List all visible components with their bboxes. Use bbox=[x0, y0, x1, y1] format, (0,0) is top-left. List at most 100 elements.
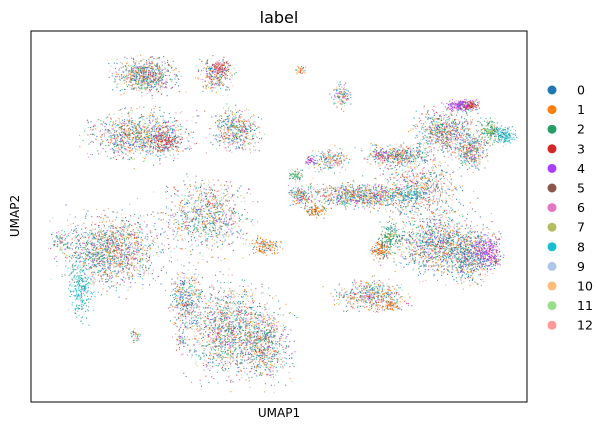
scatter-point bbox=[242, 121, 244, 123]
scatter-point bbox=[218, 78, 220, 80]
scatter-point bbox=[78, 277, 80, 279]
scatter-point bbox=[244, 201, 246, 203]
scatter-point bbox=[175, 127, 177, 129]
scatter-point bbox=[111, 243, 113, 245]
scatter-point bbox=[130, 238, 132, 240]
scatter-point bbox=[139, 127, 141, 129]
scatter-point bbox=[171, 140, 173, 142]
scatter-point bbox=[113, 233, 115, 235]
scatter-point bbox=[245, 122, 247, 124]
scatter-point bbox=[75, 235, 77, 237]
scatter-point bbox=[134, 236, 136, 238]
scatter-point bbox=[128, 250, 130, 252]
scatter-point bbox=[143, 137, 145, 139]
scatter-point bbox=[206, 73, 208, 75]
scatter-point bbox=[95, 247, 97, 249]
scatter-point bbox=[131, 132, 133, 134]
scatter-point bbox=[126, 237, 128, 239]
scatter-point bbox=[132, 127, 134, 129]
scatter-point bbox=[126, 149, 128, 151]
scatter-point bbox=[87, 285, 89, 287]
scatter-point bbox=[108, 144, 110, 146]
scatter-point bbox=[158, 139, 160, 141]
scatter-point bbox=[254, 129, 256, 131]
scatter-point bbox=[108, 253, 110, 255]
scatter-point bbox=[220, 76, 222, 78]
scatter-point bbox=[118, 117, 120, 119]
scatter-point bbox=[222, 71, 224, 73]
scatter-point bbox=[149, 232, 151, 234]
scatter-point bbox=[162, 149, 164, 151]
scatter-point bbox=[127, 251, 129, 253]
scatter-point bbox=[131, 117, 133, 119]
scatter-point bbox=[132, 79, 134, 81]
scatter-point bbox=[119, 248, 121, 250]
scatter-point bbox=[121, 252, 123, 254]
scatter-point bbox=[217, 68, 219, 70]
scatter-point bbox=[88, 239, 90, 241]
scatter-point bbox=[231, 85, 233, 87]
scatter-point bbox=[209, 69, 211, 71]
scatter-point bbox=[251, 129, 253, 131]
scatter-point bbox=[146, 131, 148, 133]
scatter-point bbox=[123, 234, 125, 236]
scatter-point bbox=[123, 257, 125, 259]
scatter-point bbox=[132, 139, 134, 141]
scatter-point bbox=[138, 146, 140, 148]
scatter-point bbox=[159, 135, 161, 137]
scatter-point bbox=[124, 256, 126, 258]
scatter-point bbox=[129, 144, 131, 146]
scatter-point bbox=[174, 78, 176, 80]
scatter-point bbox=[227, 68, 229, 70]
scatter-point bbox=[171, 127, 173, 129]
scatter-point bbox=[249, 148, 251, 150]
scatter-point bbox=[174, 213, 176, 215]
scatter-point bbox=[243, 140, 245, 142]
scatter-point bbox=[207, 222, 209, 224]
scatter-point bbox=[156, 72, 158, 74]
scatter-point bbox=[231, 140, 233, 142]
scatter-point bbox=[200, 70, 202, 72]
scatter-point bbox=[239, 130, 241, 132]
scatter-point bbox=[131, 129, 133, 131]
scatter-point bbox=[237, 126, 239, 128]
scatter-point bbox=[173, 143, 175, 145]
scatter-point bbox=[121, 89, 123, 91]
scatter-point bbox=[162, 248, 164, 250]
scatter-point bbox=[81, 286, 83, 288]
scatter-point bbox=[194, 215, 196, 217]
scatter-point bbox=[224, 67, 226, 69]
scatter-point bbox=[147, 81, 149, 83]
scatter-point bbox=[105, 132, 107, 134]
scatter-point bbox=[135, 76, 137, 78]
scatter-point bbox=[118, 69, 120, 71]
scatter-point bbox=[123, 225, 125, 227]
scatter-point bbox=[118, 78, 120, 80]
scatter-point bbox=[109, 143, 111, 145]
scatter-point bbox=[223, 74, 225, 76]
scatter-point bbox=[140, 80, 142, 82]
scatter-point bbox=[134, 244, 136, 246]
scatter-point bbox=[139, 273, 141, 275]
scatter-point bbox=[214, 76, 216, 78]
scatter-point bbox=[108, 145, 110, 147]
scatter-point bbox=[156, 84, 158, 86]
scatter-point bbox=[210, 58, 212, 60]
scatter-point bbox=[80, 292, 82, 294]
scatter-point bbox=[159, 147, 161, 149]
scatter-point bbox=[188, 132, 190, 134]
scatter-point bbox=[113, 248, 115, 250]
scatter-point bbox=[92, 255, 94, 257]
scatter-point bbox=[222, 137, 224, 139]
scatter-point bbox=[170, 135, 172, 137]
scatter-point bbox=[84, 294, 86, 296]
scatter-point bbox=[149, 56, 151, 58]
scatter-point bbox=[155, 136, 157, 138]
scatter-point bbox=[126, 135, 128, 137]
scatter-point bbox=[119, 260, 121, 262]
scatter-point bbox=[133, 73, 135, 75]
scatter-point bbox=[121, 74, 123, 76]
scatter-point bbox=[222, 85, 224, 87]
scatter-point bbox=[158, 134, 160, 136]
scatter-point bbox=[226, 150, 228, 152]
